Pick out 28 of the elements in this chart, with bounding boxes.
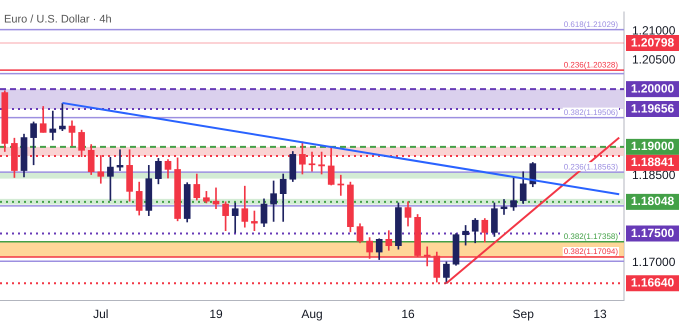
ref-line-label: 1.19000 [630, 139, 675, 154]
x-tick-label: 13 [593, 307, 607, 322]
ref-line-label: 0.382(1.17094) [564, 247, 618, 256]
candlestick [116, 149, 124, 171]
y-tick-label: 1.18500 [632, 168, 676, 182]
x-tick-label: Aug [301, 307, 323, 322]
ref-line-label: 1.18841 [630, 155, 675, 170]
ref-line-label: 1.20798 [630, 35, 675, 50]
x-tick-label: Sep [512, 307, 534, 322]
ref-line-label: 1.19656 [630, 101, 675, 116]
candlestick [500, 199, 508, 215]
x-tick-label: Jul [93, 307, 108, 322]
ref-line-label: 0.618(1.21029) [564, 20, 618, 29]
y-tick-label: 1.21000 [632, 24, 676, 38]
ref-line-label: 1.17500 [630, 226, 675, 240]
ref-line-label: 0.382(1.19506) [564, 108, 618, 117]
ref-line-label: 1.18048 [630, 194, 675, 208]
x-tick-label: 16 [401, 307, 415, 322]
y-tick-label: 1.20500 [632, 52, 676, 66]
x-tick-label: 19 [209, 307, 223, 322]
ref-line-label: 0.236(1.18563) [564, 162, 618, 172]
chart-title: Euro / U.S. Dollar · 4h [4, 14, 112, 26]
candlestick [212, 188, 220, 210]
ref-line-label: 1.16640 [630, 276, 675, 290]
y-tick-label: 1.17000 [632, 254, 676, 269]
ref-line-label: 1.20000 [630, 81, 675, 96]
ref-line-label: 0.382(1.17358) [564, 232, 618, 241]
ref-line-label: 0.236(1.20328) [564, 60, 618, 70]
